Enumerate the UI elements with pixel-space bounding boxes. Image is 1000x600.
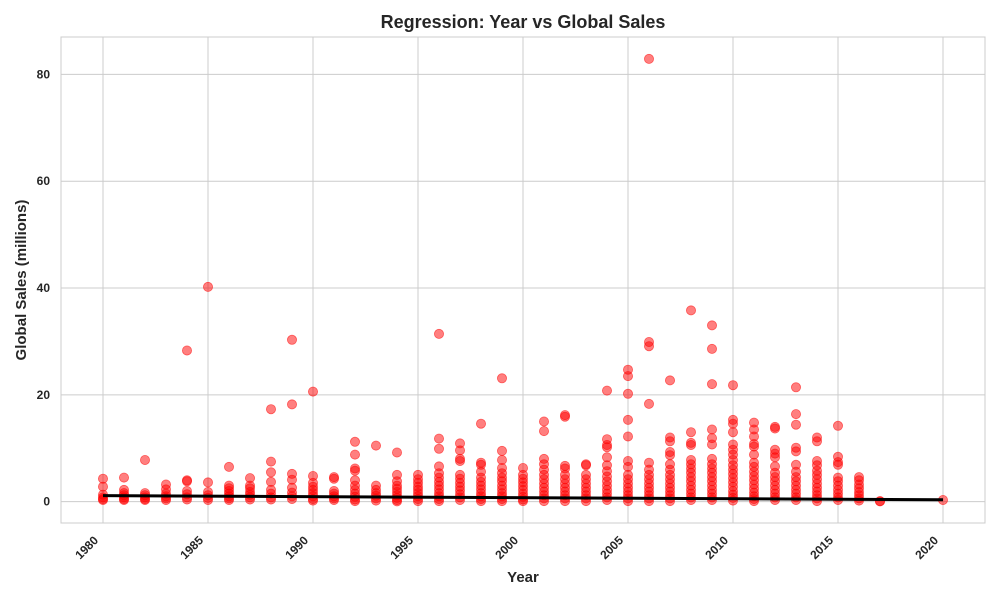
scatter-point (686, 427, 697, 438)
scatter-point (623, 371, 634, 382)
scatter-point (560, 411, 571, 422)
scatter-point (707, 320, 718, 331)
scatter-point (119, 472, 130, 483)
scatter-point (707, 424, 718, 435)
scatter-point (433, 433, 444, 444)
scatter-point (623, 388, 634, 399)
scatter-point (181, 345, 192, 356)
scatter-point (707, 343, 718, 354)
scatter-point (181, 476, 192, 487)
gridlines (61, 37, 985, 523)
y-tick-label: 20 (37, 388, 51, 402)
scatter-point (833, 420, 844, 431)
scatter-point (644, 53, 655, 64)
chart-title: Regression: Year vs Global Sales (381, 12, 666, 32)
y-tick-label: 80 (37, 67, 51, 81)
scatter-point (812, 436, 823, 447)
scatter-point (349, 465, 360, 476)
scatter-point (686, 305, 697, 316)
scatter-point (475, 418, 486, 429)
scatter-point (833, 459, 844, 470)
scatter-point (433, 443, 444, 454)
y-tick-label: 0 (43, 495, 50, 509)
y-tick-label: 60 (37, 174, 51, 188)
x-axis-label: Year (507, 569, 539, 586)
scatter-point (286, 399, 297, 410)
scatter-point (98, 494, 109, 505)
scatter-point (791, 382, 802, 393)
scatter-point (581, 460, 592, 471)
scatter-point (707, 379, 718, 390)
scatter-point (791, 419, 802, 430)
scatter-point (265, 456, 276, 467)
y-tick-labels: 0 20 40 60 80 (37, 67, 51, 508)
scatter-point (286, 334, 297, 345)
scatter-point (770, 423, 781, 434)
scatter-point (539, 416, 550, 427)
scatter-point (539, 426, 550, 437)
regression-line-group (102, 494, 944, 502)
scatter-point (728, 380, 739, 391)
scatter-point (686, 439, 697, 450)
scatter-point (223, 461, 234, 472)
scatter-point (307, 386, 318, 397)
scatter-point (391, 447, 402, 458)
scatter-point (665, 436, 676, 447)
plot-frame (60, 36, 986, 524)
scatter-point (644, 341, 655, 352)
scatter-point (454, 455, 465, 466)
scatter-point (496, 373, 507, 384)
y-axis-label: Global Sales (millions) (13, 200, 30, 361)
scatter-point (139, 454, 150, 465)
scatter-point (265, 404, 276, 415)
scatter-point (265, 467, 276, 478)
y-tick-label: 40 (37, 281, 51, 295)
scatter-point (602, 442, 613, 453)
scatter-point (433, 328, 444, 339)
scatter-point (791, 409, 802, 420)
scatter-point (602, 385, 613, 396)
scatter-point (496, 445, 507, 456)
scatter-point (644, 398, 655, 409)
scatter-point (349, 436, 360, 447)
scatter-point (623, 431, 634, 442)
scatter-point (770, 452, 781, 463)
scatter-point (707, 439, 718, 450)
scatter-point (202, 281, 213, 292)
scatter-point (454, 445, 465, 456)
scatter-point (623, 414, 634, 425)
scatter-point (728, 427, 739, 438)
regression-line (102, 494, 944, 502)
scatter-point (328, 473, 339, 484)
scatter-point (665, 450, 676, 461)
scatter-point (665, 375, 676, 386)
scatter-point (370, 440, 381, 451)
scatter-point (349, 449, 360, 460)
scatter-point (791, 446, 802, 457)
scatter-point (728, 418, 739, 429)
scatter-point (202, 477, 213, 488)
